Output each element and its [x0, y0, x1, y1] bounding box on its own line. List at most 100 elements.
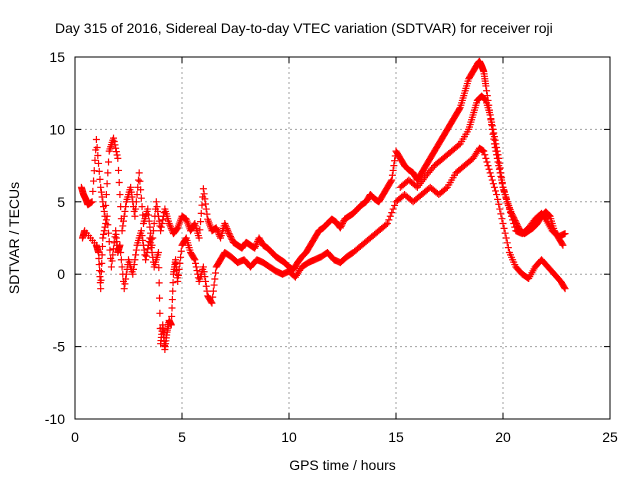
data-point: [116, 191, 124, 199]
data-point: [96, 267, 104, 275]
data-point: [120, 285, 128, 293]
data-point: [96, 273, 104, 281]
data-point: [190, 255, 198, 263]
data-point: [252, 241, 260, 249]
data-point: [496, 205, 504, 213]
data-point: [493, 144, 501, 151]
data-point: [88, 198, 96, 206]
data-point: [545, 212, 553, 220]
data-point: [131, 256, 139, 264]
data-point: [142, 252, 150, 260]
data-point: [492, 140, 500, 148]
data-point: [198, 201, 206, 209]
data-point: [192, 259, 200, 267]
x-tick-label: 20: [495, 429, 511, 445]
data-point: [97, 188, 105, 196]
data-point: [495, 159, 503, 167]
x-axis-label: GPS time / hours: [289, 457, 396, 473]
data-point: [382, 221, 390, 229]
data-point: [134, 176, 142, 184]
data-point: [114, 154, 122, 162]
chart-title: Day 315 of 2016, Sidereal Day-to-day VTE…: [55, 20, 553, 36]
data-point: [98, 251, 106, 259]
data-point: [200, 190, 208, 198]
data-point: [223, 225, 231, 233]
data-point: [498, 215, 506, 223]
data-point: [154, 248, 162, 256]
data-point: [129, 270, 137, 278]
series-group: [396, 92, 569, 241]
data-point: [127, 183, 135, 191]
data-point: [92, 136, 100, 144]
data-point: [144, 205, 152, 213]
data-point: [166, 221, 174, 229]
data-point: [503, 239, 511, 247]
data-point: [122, 203, 130, 211]
data-point: [211, 275, 219, 283]
data-point: [488, 122, 496, 130]
data-point: [133, 191, 141, 199]
data-point: [148, 248, 156, 256]
data-point: [169, 279, 177, 287]
data-point: [388, 176, 396, 184]
x-tick-label: 5: [178, 429, 186, 445]
data-point: [484, 162, 492, 170]
data-point: [391, 201, 399, 209]
data-point: [481, 151, 489, 159]
data-point: [165, 220, 173, 228]
data-point: [487, 115, 495, 123]
data-point: [191, 256, 199, 264]
y-tick-label: 15: [49, 49, 65, 65]
data-point: [500, 224, 508, 232]
data-point: [132, 205, 140, 213]
data-point: [490, 129, 498, 137]
data-point: [121, 280, 129, 288]
data-point: [561, 285, 569, 293]
data-point: [389, 205, 397, 213]
data-point: [117, 248, 125, 256]
data-point: [501, 191, 509, 199]
data-point: [251, 242, 259, 250]
data-point: [109, 251, 117, 259]
data-point: [154, 207, 162, 215]
data-point: [494, 151, 502, 159]
data-point: [138, 232, 146, 240]
data-point: [115, 166, 123, 174]
data-point: [104, 221, 112, 229]
data-point: [159, 216, 167, 224]
y-tick-label: -5: [53, 339, 66, 355]
data-point: [97, 183, 105, 191]
y-axis-label: SDTVAR / TECUs: [6, 182, 22, 294]
data-point: [212, 224, 220, 232]
data-point: [480, 147, 488, 155]
data-point: [497, 169, 505, 177]
data-point: [212, 269, 220, 277]
data-point: [142, 256, 150, 264]
data-point: [158, 220, 166, 228]
data-point: [488, 118, 496, 126]
data-point: [210, 281, 218, 289]
data-point: [493, 191, 501, 199]
data-point: [100, 207, 108, 215]
data-point: [175, 265, 183, 273]
data-point: [105, 229, 113, 237]
data-point: [97, 276, 105, 284]
data-point: [150, 220, 158, 228]
data-point: [504, 201, 512, 209]
data-point: [100, 230, 108, 238]
data-point: [113, 151, 121, 159]
data-point: [498, 174, 506, 182]
data-point: [136, 177, 144, 185]
data-point: [96, 175, 104, 183]
data-point: [486, 169, 494, 177]
data-point: [174, 271, 182, 279]
data-point: [559, 241, 567, 249]
data-point: [102, 201, 110, 209]
data-point: [203, 210, 211, 218]
data-point: [137, 227, 145, 235]
data-point: [177, 247, 185, 255]
data-point: [146, 234, 154, 242]
data-point: [132, 198, 140, 206]
data-point: [201, 195, 209, 203]
data-point: [94, 151, 102, 159]
